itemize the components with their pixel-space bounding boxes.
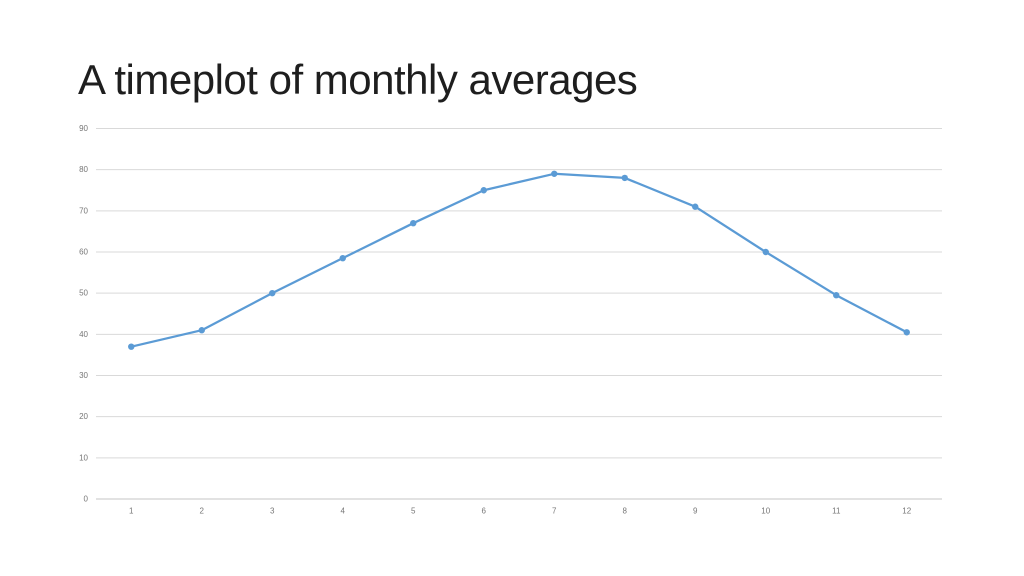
x-tick-label: 9 [693, 507, 698, 516]
x-tick-label: 3 [270, 507, 275, 516]
slide-title: A timeplot of monthly averages [78, 56, 638, 103]
x-tick-label: 1 [129, 507, 134, 516]
data-point-marker [339, 254, 346, 262]
y-tick-label: 20 [79, 412, 88, 421]
data-point-marker [410, 219, 417, 227]
data-point-marker [269, 289, 276, 297]
data-point-marker [128, 343, 135, 350]
series-line [130, 172, 908, 348]
data-point-marker [762, 248, 769, 256]
y-tick-label: 40 [79, 330, 88, 339]
y-tick-label: 60 [79, 248, 88, 257]
x-tick-label: 4 [341, 507, 346, 516]
y-tick-label: 30 [79, 371, 88, 380]
x-tick-label: 8 [623, 507, 628, 516]
x-tick-label: 10 [761, 507, 770, 516]
data-point-marker [551, 170, 558, 177]
data-point-marker [833, 292, 840, 299]
data-point-marker [198, 327, 205, 334]
data-point-marker [621, 174, 628, 182]
y-tick-label: 90 [79, 124, 88, 133]
x-tick-label: 5 [411, 507, 416, 516]
y-tick-label: 80 [79, 165, 88, 174]
data-point-marker [903, 329, 910, 336]
x-tick-label: 6 [482, 507, 487, 516]
x-tick-label: 11 [832, 507, 841, 516]
x-tick-label: 7 [552, 507, 557, 516]
y-tick-label: 0 [84, 495, 89, 504]
y-tick-label: 50 [79, 289, 88, 298]
y-tick-label: 70 [79, 206, 88, 215]
y-tick-label: 10 [79, 453, 88, 462]
data-point-marker [692, 203, 699, 210]
x-tick-label: 12 [902, 507, 911, 516]
data-point-marker [480, 187, 487, 194]
x-tick-label: 2 [200, 507, 205, 516]
